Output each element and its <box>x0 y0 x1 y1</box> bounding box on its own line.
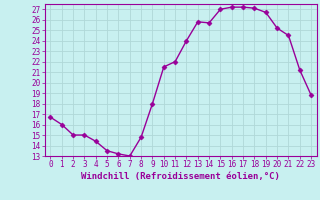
X-axis label: Windchill (Refroidissement éolien,°C): Windchill (Refroidissement éolien,°C) <box>81 172 280 181</box>
